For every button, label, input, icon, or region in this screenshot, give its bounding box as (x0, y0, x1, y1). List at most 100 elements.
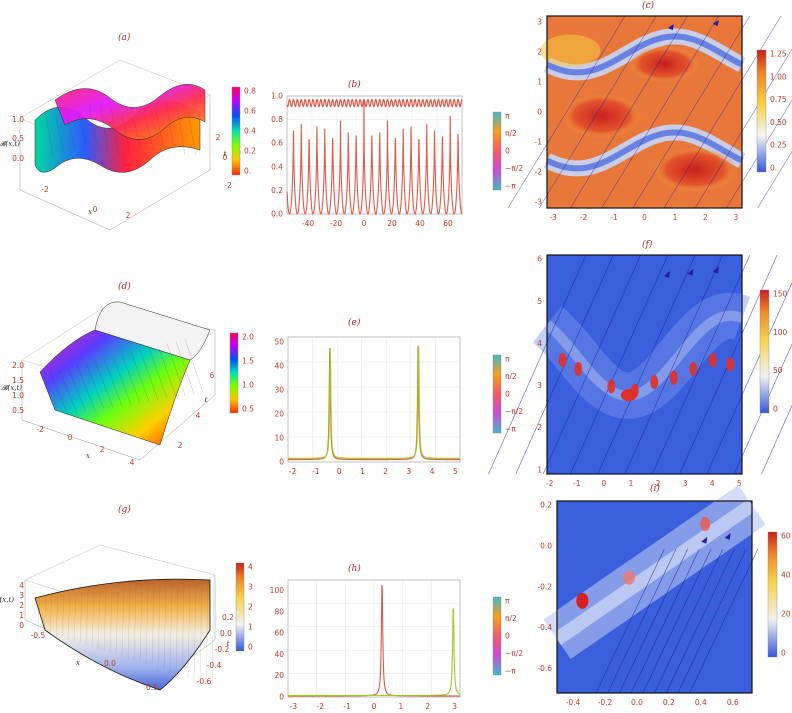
mesh-line (97, 590, 101, 650)
y-tick-label: -0.4 (537, 623, 552, 632)
colorbar-tick-label: 1.25 (770, 50, 787, 59)
box-edge (19, 95, 211, 231)
z-axis-label: 𝓑(x,t) (0, 596, 14, 604)
hot-spot (623, 570, 636, 585)
hot-spot (576, 592, 589, 609)
y-tick-label: 0.2 (222, 613, 234, 622)
flow-line (538, 15, 657, 209)
valley-core (545, 129, 744, 172)
mesh-line (139, 349, 159, 401)
x-tick-label: 3 (683, 479, 688, 488)
x-axis-label: x (76, 659, 80, 667)
colorbar-tick-label: 60 (781, 532, 791, 541)
y-tick-label: -2 (224, 181, 232, 190)
colorbar-tick-label: π (505, 355, 510, 364)
y-tick-label: 2 (216, 133, 221, 142)
y-tick-label: 1 (537, 78, 542, 87)
flow-line (607, 548, 677, 694)
mesh-line (130, 352, 150, 402)
hot-spot (653, 147, 738, 192)
x-tick-label: 2 (656, 479, 661, 488)
colorbar-tick-label: −π (505, 182, 516, 191)
y-tick-label: 40 (274, 361, 284, 370)
mesh-line (103, 590, 107, 651)
y-tick-label: 30 (274, 385, 284, 394)
mesh-line (157, 345, 177, 398)
colorbar-tick-label: 0. (244, 167, 251, 176)
colorbar (231, 86, 241, 176)
mesh-line (49, 594, 53, 634)
x-axis-label: x (88, 208, 92, 216)
colorbar-tick-label: 0 (505, 390, 510, 399)
mesh-line (37, 595, 41, 631)
x-tick-label: -1 (312, 467, 320, 476)
x-tick-label: -1 (573, 479, 581, 488)
x-tick-label: 2 (126, 211, 131, 220)
x-tick-label: 0.5 (146, 683, 158, 692)
series-line-re (288, 345, 460, 461)
hot-spot (561, 93, 642, 138)
y-tick-label: 0.4 (271, 162, 283, 171)
mesh-line (103, 358, 123, 407)
y-tick-label: 40 (274, 650, 284, 659)
warm-spot (540, 34, 601, 67)
colorbar-tick-label: 0.8 (244, 87, 256, 96)
mesh-line (193, 582, 197, 680)
x-tick-label: 4 (130, 458, 135, 467)
y-tick-label: -0.6 (197, 677, 212, 686)
mesh-line (148, 347, 168, 399)
colorbar (229, 332, 239, 414)
heatmap-border (556, 500, 753, 694)
colorbar-tick-label: 0 (773, 405, 778, 414)
surface-back (94, 301, 211, 361)
flow-line (624, 254, 723, 475)
mesh-line (79, 592, 83, 644)
mesh-line (187, 113, 197, 156)
hot-spot (558, 353, 567, 368)
y-tick-label: 50 (274, 337, 284, 346)
x-tick-label: -0.4 (566, 698, 581, 707)
x-tick-label: 2 (703, 213, 708, 222)
y-tick-label: 0.8 (271, 115, 283, 124)
y-tick-label: 20 (274, 409, 284, 418)
colorbar-tick-label: 1 (248, 623, 253, 632)
x-tick-label: -40 (302, 219, 314, 228)
x-tick-label: 4 (430, 467, 435, 476)
heatmap-border (546, 15, 743, 209)
valley-core (545, 33, 744, 76)
y-tick-label: 1.0 (271, 92, 283, 101)
mesh-line (67, 367, 87, 413)
colorbar-tick-label: −π/2 (505, 649, 523, 658)
z-tick-label: 1.0 (12, 391, 24, 400)
mesh-line (199, 582, 203, 682)
colorbar-tick-label: 0.75 (770, 95, 787, 104)
flow-arrow (687, 268, 694, 276)
mesh-line (205, 581, 209, 684)
mesh-line (157, 585, 161, 669)
colorbar-tick-label: 0 (505, 632, 510, 641)
panel-label-c: (c) (642, 1, 655, 11)
colorbar-tick-label: 100 (773, 328, 788, 337)
z-tick-label: 3 (19, 591, 24, 600)
y-tick-label: 100 (270, 586, 285, 595)
flow-arrow (712, 266, 719, 274)
mesh-line (175, 584, 179, 674)
colorbar-tick-label: 0.25 (770, 141, 787, 150)
mesh-line (109, 589, 113, 653)
mesh-line (61, 593, 65, 638)
panel-label-f: (f) (642, 240, 653, 250)
panel-label-h: (h) (348, 564, 361, 574)
colorbar (235, 562, 245, 652)
y-tick-label: 0.0 (271, 210, 283, 219)
panel-g: 01234𝓑(x,t)-0.50.00.5x0.20.0-0.2-0.4-0.6… (0, 544, 253, 692)
x-tick-label: 3 (452, 702, 457, 711)
x-tick-label: 1 (673, 213, 678, 222)
mesh-line (88, 103, 98, 147)
x-tick-label: 0 (337, 467, 342, 476)
mesh-line (121, 588, 125, 657)
hot-spot (607, 379, 616, 394)
mesh-line (112, 356, 132, 405)
flow-line (652, 254, 751, 475)
flow-line (630, 548, 700, 694)
